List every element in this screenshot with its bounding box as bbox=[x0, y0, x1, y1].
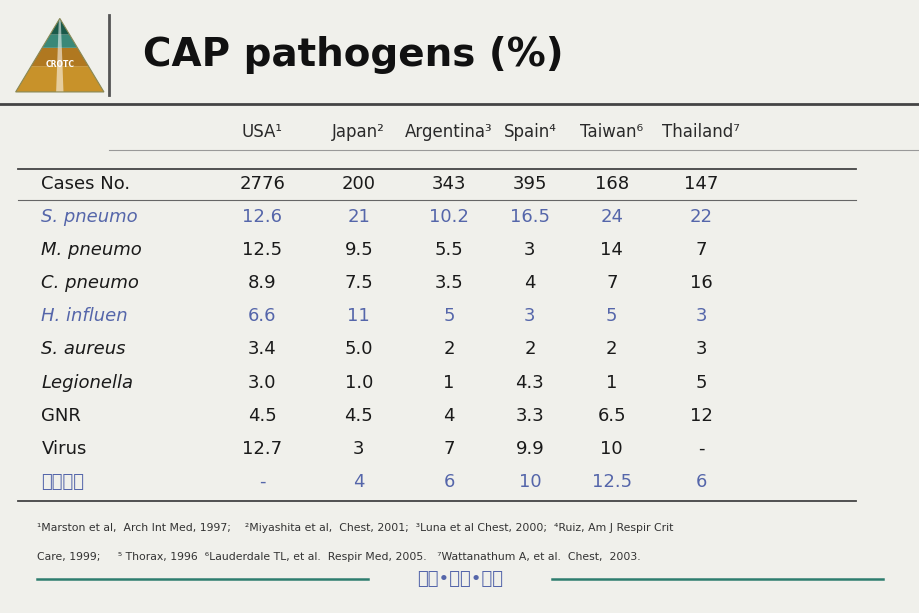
Text: 16: 16 bbox=[689, 274, 711, 292]
Text: H. influen: H. influen bbox=[41, 307, 128, 326]
Text: 3: 3 bbox=[524, 241, 535, 259]
Text: 4.5: 4.5 bbox=[247, 406, 277, 425]
Text: 4.5: 4.5 bbox=[344, 406, 373, 425]
Text: -: - bbox=[258, 473, 266, 491]
Text: 3: 3 bbox=[524, 307, 535, 326]
Text: M. pneumo: M. pneumo bbox=[41, 241, 142, 259]
Text: CROTC: CROTC bbox=[45, 60, 74, 69]
Text: 2776: 2776 bbox=[239, 175, 285, 193]
Text: 6.5: 6.5 bbox=[596, 406, 626, 425]
Text: 9.9: 9.9 bbox=[515, 440, 544, 458]
Text: 10.2: 10.2 bbox=[428, 208, 469, 226]
Text: 200: 200 bbox=[342, 175, 375, 193]
Text: 12.6: 12.6 bbox=[242, 208, 282, 226]
Text: 7.5: 7.5 bbox=[344, 274, 373, 292]
Text: 3.4: 3.4 bbox=[247, 340, 277, 359]
Text: 3: 3 bbox=[353, 440, 364, 458]
Text: USA¹: USA¹ bbox=[242, 123, 282, 141]
Text: 5.5: 5.5 bbox=[434, 241, 463, 259]
Text: 11: 11 bbox=[347, 307, 369, 326]
Text: Cases No.: Cases No. bbox=[41, 175, 130, 193]
Text: 3.0: 3.0 bbox=[248, 373, 276, 392]
Text: 4.3: 4.3 bbox=[515, 373, 544, 392]
Text: 8.9: 8.9 bbox=[247, 274, 277, 292]
Text: 2: 2 bbox=[524, 340, 535, 359]
Text: Care, 1999;     ⁵ Thorax, 1996  ⁶Lauderdale TL, et al.  Respir Med, 2005.   ⁷Wat: Care, 1999; ⁵ Thorax, 1996 ⁶Lauderdale T… bbox=[37, 552, 640, 562]
Text: 395: 395 bbox=[512, 175, 547, 193]
Text: 22: 22 bbox=[689, 208, 712, 226]
Text: 6: 6 bbox=[695, 473, 706, 491]
Text: S. pneumo: S. pneumo bbox=[41, 208, 138, 226]
Text: 147: 147 bbox=[683, 175, 718, 193]
Text: 7: 7 bbox=[695, 241, 706, 259]
Text: Argentina³: Argentina³ bbox=[404, 123, 493, 141]
Text: Taiwan⁶: Taiwan⁶ bbox=[580, 123, 642, 141]
Text: 9.5: 9.5 bbox=[344, 241, 373, 259]
Text: 3: 3 bbox=[695, 340, 706, 359]
Text: 2: 2 bbox=[606, 340, 617, 359]
Text: 6: 6 bbox=[443, 473, 454, 491]
Text: 14: 14 bbox=[600, 241, 622, 259]
Text: 5: 5 bbox=[695, 373, 706, 392]
Text: 3.3: 3.3 bbox=[515, 406, 544, 425]
Text: 7: 7 bbox=[443, 440, 454, 458]
Text: 4: 4 bbox=[353, 473, 364, 491]
Text: 343: 343 bbox=[431, 175, 466, 193]
Text: 12.7: 12.7 bbox=[242, 440, 282, 458]
Text: S. aureus: S. aureus bbox=[41, 340, 126, 359]
Text: 混合感染: 混合感染 bbox=[41, 473, 85, 491]
Text: CAP pathogens (%): CAP pathogens (%) bbox=[142, 36, 562, 74]
Text: 10: 10 bbox=[600, 440, 622, 458]
Text: 7: 7 bbox=[606, 274, 617, 292]
Text: 3.5: 3.5 bbox=[434, 274, 463, 292]
Text: Spain⁴: Spain⁴ bbox=[503, 123, 556, 141]
Text: 科研•指南•教育: 科研•指南•教育 bbox=[416, 570, 503, 588]
Text: 4: 4 bbox=[443, 406, 454, 425]
Text: 12: 12 bbox=[689, 406, 711, 425]
Text: GNR: GNR bbox=[41, 406, 81, 425]
Text: 24: 24 bbox=[600, 208, 623, 226]
Text: 5: 5 bbox=[606, 307, 617, 326]
Text: 1: 1 bbox=[606, 373, 617, 392]
Text: 21: 21 bbox=[347, 208, 369, 226]
Text: 2: 2 bbox=[443, 340, 454, 359]
Text: Legionella: Legionella bbox=[41, 373, 133, 392]
Text: 10: 10 bbox=[518, 473, 540, 491]
Text: 168: 168 bbox=[594, 175, 629, 193]
Text: 1: 1 bbox=[443, 373, 454, 392]
Text: ¹Marston et al,  Arch Int Med, 1997;    ²Miyashita et al,  Chest, 2001;  ³Luna e: ¹Marston et al, Arch Int Med, 1997; ²Miy… bbox=[37, 523, 673, 533]
Text: 12.5: 12.5 bbox=[242, 241, 282, 259]
Text: Virus: Virus bbox=[41, 440, 86, 458]
Text: 1.0: 1.0 bbox=[345, 373, 372, 392]
Text: 5.0: 5.0 bbox=[345, 340, 372, 359]
Text: 12.5: 12.5 bbox=[591, 473, 631, 491]
Text: Thailand⁷: Thailand⁷ bbox=[662, 123, 739, 141]
Text: C. pneumo: C. pneumo bbox=[41, 274, 139, 292]
Text: 5: 5 bbox=[443, 307, 454, 326]
Text: 16.5: 16.5 bbox=[509, 208, 550, 226]
Text: 4: 4 bbox=[524, 274, 535, 292]
Text: 3: 3 bbox=[695, 307, 706, 326]
Text: Japan²: Japan² bbox=[332, 123, 385, 141]
Text: -: - bbox=[697, 440, 704, 458]
Text: 6.6: 6.6 bbox=[248, 307, 276, 326]
